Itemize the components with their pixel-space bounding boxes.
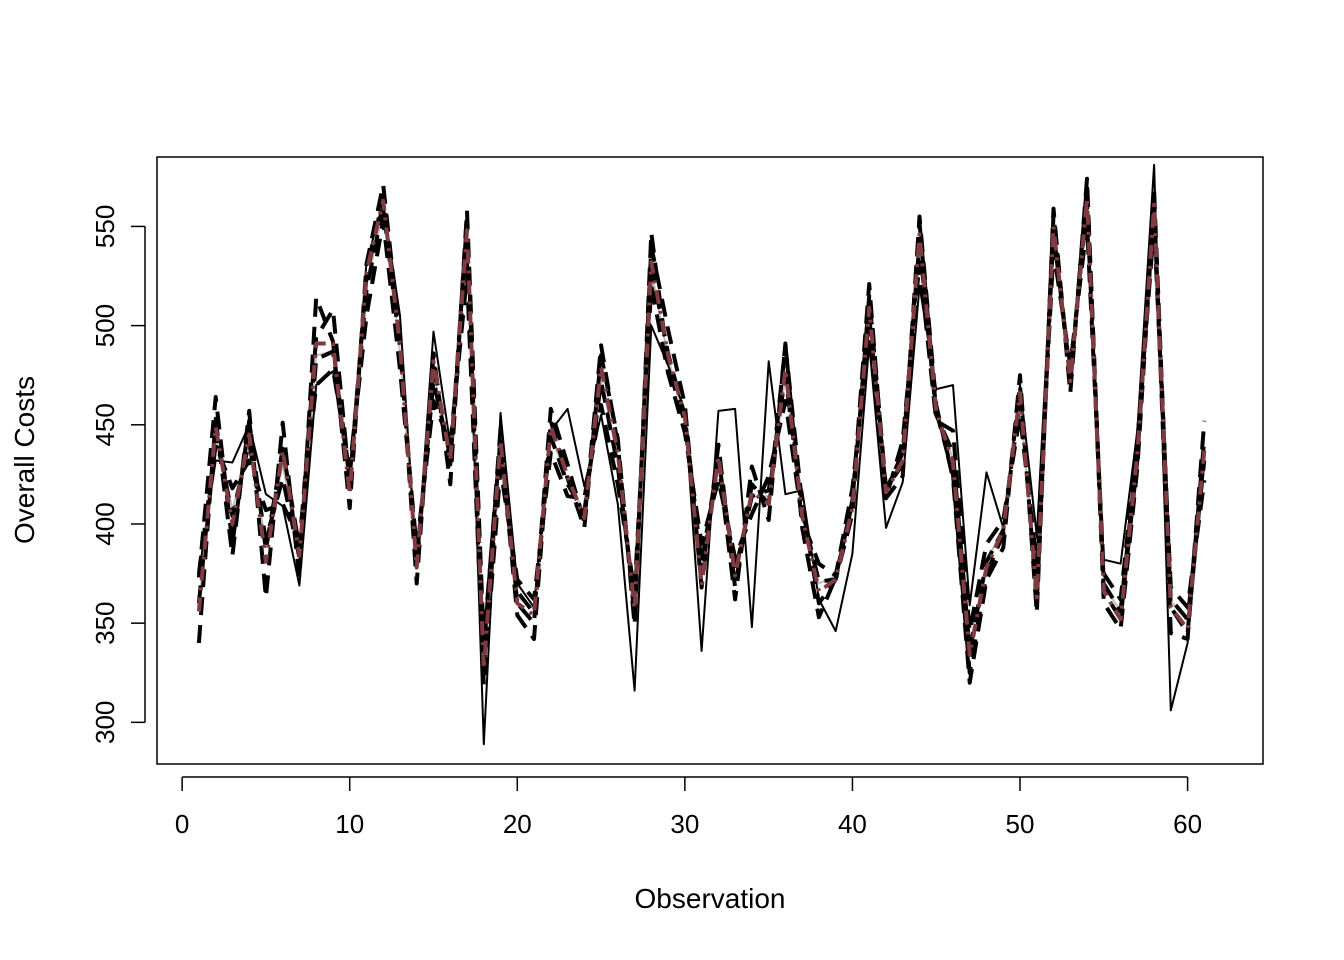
- y-tick-label: 350: [90, 602, 120, 645]
- series-line-5: [196, 218, 1207, 687]
- series-line-3: [196, 182, 1207, 675]
- y-tick-label: 300: [90, 701, 120, 744]
- x-tick-label: 0: [175, 809, 189, 839]
- x-tick-label: 20: [503, 809, 532, 839]
- y-tick-label: 500: [90, 304, 120, 347]
- y-tick-label: 400: [90, 502, 120, 545]
- x-tick-label: 50: [1006, 809, 1035, 839]
- x-tick-label: 30: [670, 809, 699, 839]
- y-axis: 300 350 400 450 500 550: [90, 205, 146, 744]
- x-tick-label: 40: [838, 809, 867, 839]
- plot-frame: [156, 156, 1264, 765]
- y-axis-title: Overall Costs: [9, 376, 40, 544]
- y-tick-label: 450: [90, 403, 120, 446]
- x-tick-label: 60: [1173, 809, 1202, 839]
- x-tick-label: 10: [335, 809, 364, 839]
- y-tick-label: 550: [90, 205, 120, 248]
- x-axis: 0 10 20 30 40 50 60: [175, 776, 1202, 839]
- series-layer: [196, 163, 1207, 746]
- series-line-6: [196, 196, 1207, 671]
- x-axis-title: Observation: [635, 883, 786, 914]
